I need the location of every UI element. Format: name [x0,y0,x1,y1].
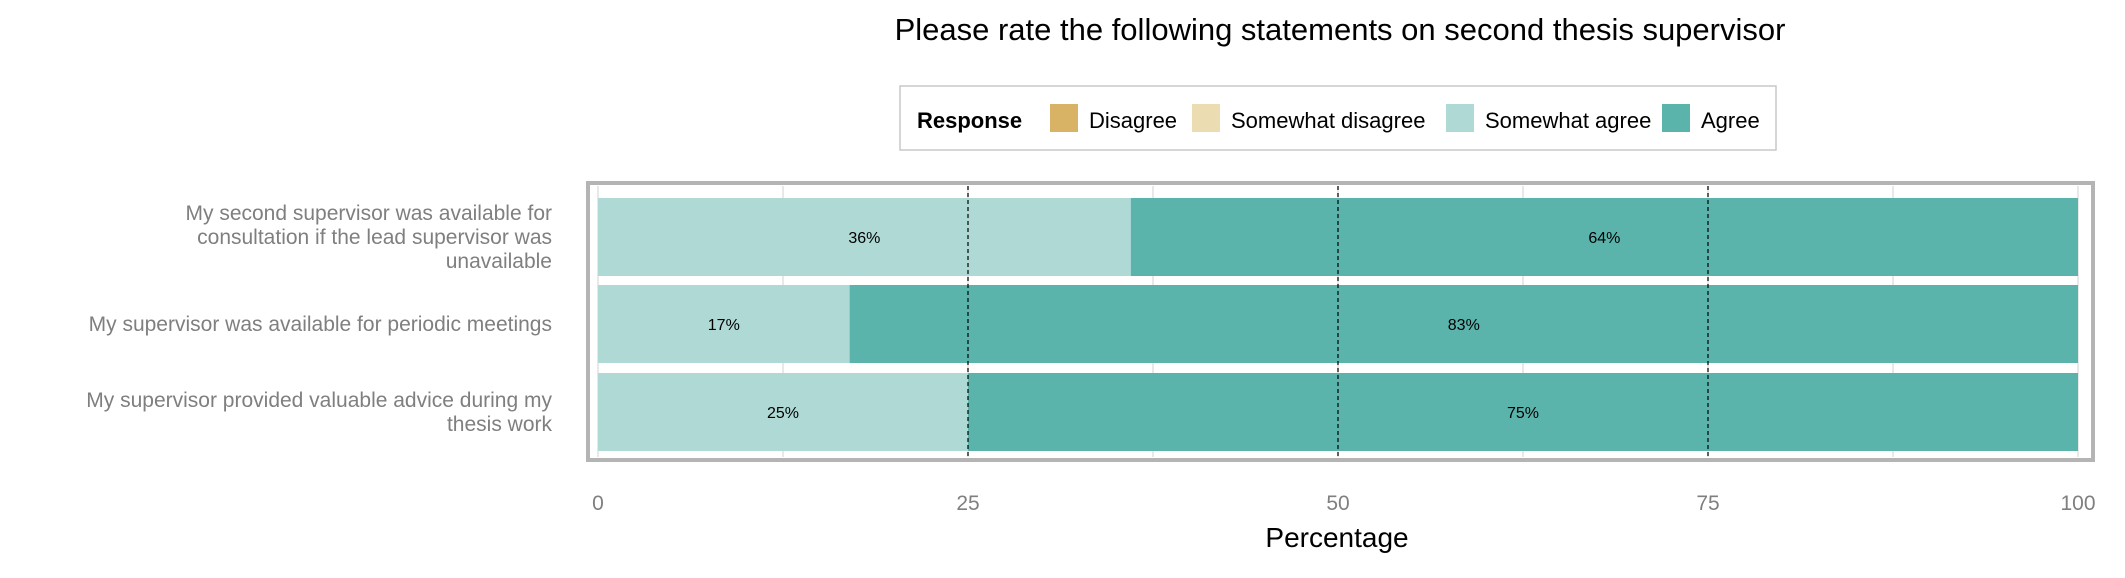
category-label-line: My supervisor provided valuable advice d… [86,389,552,412]
category-label: My supervisor provided valuable advice d… [86,389,552,436]
x-tick-label: 100 [2060,492,2095,515]
data-label: 83% [1448,317,1480,334]
legend-title: Response [917,108,1022,133]
x-tick-label: 75 [1696,492,1719,515]
category-label: My second supervisor was available for co… [186,202,553,273]
bars [598,198,2078,451]
legend-box [899,85,1777,151]
category-label-line: thesis work [447,413,553,436]
x-tick-label: 50 [1326,492,1349,515]
data-label: 36% [848,230,880,247]
legend-item-disagree: Disagree [1050,104,1177,133]
data-label: 64% [1588,230,1620,247]
legend-label: Somewhat disagree [1231,108,1425,133]
legend: Response Disagree Somewhat disagree Somewh… [899,85,1777,151]
category-label-line: My second supervisor was available for [186,202,553,225]
category-label-line: My supervisor was available for periodic… [89,313,552,336]
x-tick-label: 0 [592,492,604,515]
chart-title: Please rate the following statements on … [895,12,1786,47]
x-axis-ticks: 0 25 50 75 100 [592,492,2095,515]
legend-swatch [1192,104,1220,132]
data-labels: 36% 64% 17% 83% 25% 75% [708,230,1621,422]
bar-somewhat-agree-row-1 [598,198,1131,276]
data-label: 25% [767,405,799,422]
legend-label: Agree [1701,108,1760,133]
legend-label: Disagree [1089,108,1177,133]
data-label: 75% [1507,405,1539,422]
legend-swatch [1662,104,1690,132]
legend-swatch [1446,104,1474,132]
legend-item-somewhat-disagree: Somewhat disagree [1192,104,1425,133]
x-axis-title: Percentage [1265,522,1408,553]
bar-agree-row-1 [1130,198,2078,276]
bar-somewhat-agree-row-2 [598,285,850,363]
plot-panel-border [586,181,2095,462]
reference-lines [967,186,1709,457]
bar-agree-row-2 [849,285,2078,363]
bar-agree-row-3 [968,373,2078,451]
data-label: 17% [708,317,740,334]
legend-item-agree: Agree [1662,104,1760,133]
category-labels: My second supervisor was available for co… [86,202,552,436]
category-label-line: consultation if the lead supervisor was [197,226,552,249]
x-tick-label: 25 [956,492,979,515]
bar-somewhat-agree-row-3 [598,373,968,451]
legend-item-somewhat-agree: Somewhat agree [1446,104,1651,133]
legend-swatch [1050,104,1078,132]
legend-label: Somewhat agree [1485,108,1651,133]
category-label-line: unavailable [446,250,552,273]
category-label: My supervisor was available for periodic… [89,313,552,336]
